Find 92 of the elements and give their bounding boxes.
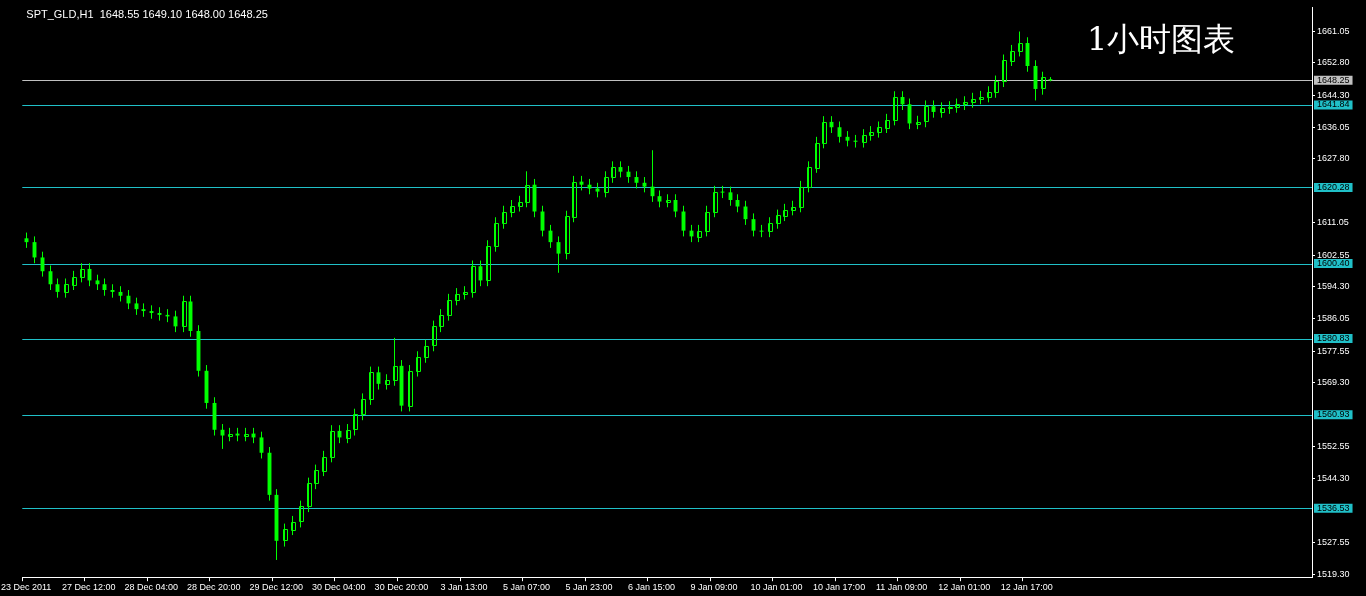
ref-line-label: 1620.28: [1317, 181, 1350, 192]
candlestick: [432, 320, 437, 352]
ref-line-label: 1600.40: [1317, 258, 1350, 269]
candlestick: [182, 295, 187, 333]
candlestick: [299, 500, 304, 528]
candlestick: [885, 113, 890, 134]
candlestick: [1002, 54, 1007, 88]
candlestick: [924, 99, 929, 128]
candlestick: [994, 75, 999, 99]
x-tick-label: 9 Jan 09:00: [690, 582, 738, 593]
ref-line-label: 1580.83: [1317, 333, 1350, 343]
x-tick-label: 27 Dec 12:00: [61, 582, 116, 593]
candlestick: [322, 450, 327, 477]
candlestick: [291, 515, 296, 536]
candlestick: [822, 115, 827, 149]
x-tick-label: 12 Jan 01:00: [938, 582, 991, 593]
candlestick: [314, 464, 319, 490]
candlestick: [502, 205, 507, 230]
x-tick-label: 30 Dec 20:00: [374, 582, 429, 593]
ref-line-label: 1560.93: [1317, 409, 1350, 420]
y-tick-label: 1519.30: [1317, 568, 1350, 579]
candlestick: [64, 278, 69, 299]
x-tick-label: 11 Jan 09:00: [875, 582, 928, 593]
candlestick: [80, 262, 85, 283]
ref-line-label: 1536.53: [1317, 502, 1350, 513]
y-tick-label: 1527.55: [1317, 537, 1350, 548]
candlestick: [463, 285, 468, 301]
x-tick-label: 23 Dec 2011: [1, 582, 52, 593]
y-tick-label: 1636.05: [1317, 121, 1350, 132]
y-tick-label: 1569.30: [1317, 377, 1350, 388]
x-tick-label: 3 Jan 13:00: [440, 582, 488, 593]
candlestick: [346, 423, 351, 444]
candlestick: [776, 209, 781, 230]
x-tick-label: 29 Dec 12:00: [249, 582, 304, 593]
annotation: 1小时图表: [1087, 19, 1236, 58]
candlestick: [893, 90, 898, 126]
x-tick-label: 6 Jan 15:00: [627, 582, 676, 593]
candlestick: [611, 160, 616, 184]
candlestick: [439, 308, 444, 333]
ref-line-label: 1648.25: [1317, 74, 1350, 85]
x-tick-label: 28 Dec 20:00: [187, 582, 241, 593]
ref-line-label: 1641.84: [1317, 99, 1350, 110]
candlestick: [862, 128, 867, 149]
candlestick: [1010, 44, 1015, 67]
candlestick: [807, 160, 812, 193]
candlestick: [72, 270, 77, 291]
y-tick-label: 1611.05: [1317, 217, 1349, 228]
y-tick-label: 1661.05: [1317, 25, 1350, 36]
candlestick: [307, 477, 312, 513]
candlestick: [604, 170, 609, 198]
candlestick: [353, 408, 358, 437]
y-tick-label: 1627.80: [1317, 153, 1350, 164]
candlestick: [768, 216, 773, 238]
candlestick: [815, 136, 820, 174]
candlestick: [572, 175, 577, 223]
candlestick: [369, 366, 374, 406]
candlestick: [447, 293, 452, 322]
candlestick: [525, 170, 530, 208]
chart-title: SPT_GLD,H1 1648.55 1649.10 1648.00 1648.25: [26, 7, 268, 20]
candlestick: [494, 216, 499, 253]
y-tick-label: 1586.05: [1317, 313, 1350, 324]
x-tick-label: 5 Jan 07:00: [502, 582, 550, 593]
candlestick: [330, 424, 335, 463]
candlestick: [1041, 71, 1046, 96]
candlestick: [283, 523, 288, 548]
candlestick: [713, 185, 718, 218]
candlestick: [416, 350, 421, 378]
y-tick-label: 1577.55: [1317, 345, 1350, 356]
x-tick-label: 30 Dec 04:00: [312, 582, 366, 593]
y-tick-label: 1594.30: [1317, 281, 1350, 292]
y-tick-label: 1602.55: [1317, 249, 1350, 260]
candlestick: [408, 364, 413, 412]
y-tick-label: 1652.80: [1317, 57, 1350, 68]
x-tick-label: 10 Jan 01:00: [750, 582, 803, 593]
candlestick: [424, 339, 429, 364]
candlestick: [940, 101, 945, 119]
candlestick: [486, 239, 491, 287]
candlestick: [799, 180, 804, 213]
x-tick-label: 28 Dec 04:00: [124, 582, 179, 593]
candlestick: [361, 392, 366, 421]
candlestick: [393, 337, 398, 387]
candlestick: [705, 205, 710, 237]
y-tick-label: 1552.55: [1317, 441, 1350, 452]
candlestick: [565, 210, 570, 260]
x-tick-label: 5 Jan 23:00: [565, 582, 613, 593]
candlestick: [471, 260, 476, 299]
y-tick-label: 1644.30: [1317, 89, 1350, 100]
candlestick: [1018, 31, 1023, 57]
x-tick-label: 10 Jan 17:00: [813, 582, 866, 593]
candlestick: [385, 373, 390, 391]
y-tick-label: 1544.30: [1317, 472, 1350, 483]
x-tick-label: 12 Jan 17:00: [1000, 582, 1053, 593]
